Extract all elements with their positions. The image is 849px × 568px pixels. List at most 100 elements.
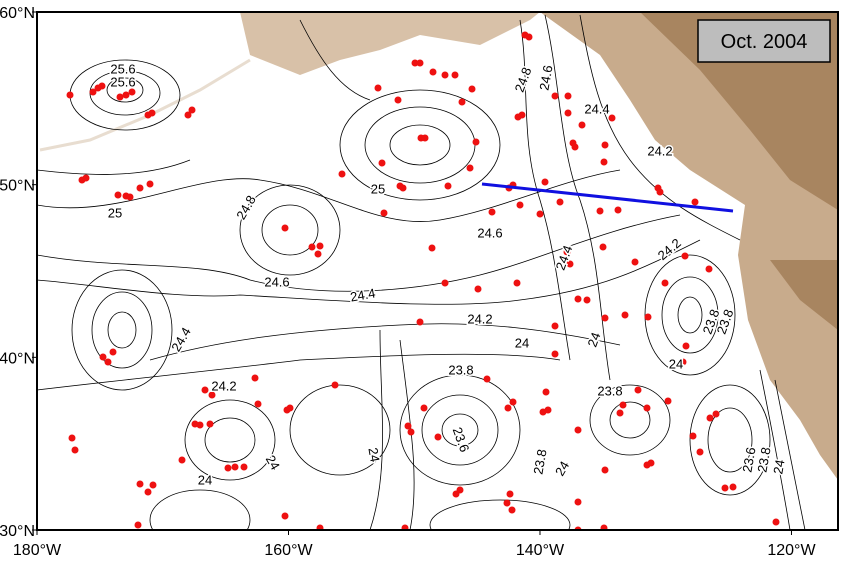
- float-dot: [578, 121, 586, 129]
- float-dot: [380, 209, 388, 217]
- float-dot: [729, 483, 737, 491]
- contour-label: 24.6: [477, 225, 502, 240]
- contour-label: 24.6: [264, 274, 289, 289]
- float-dot: [407, 428, 415, 436]
- float-dot: [681, 252, 689, 260]
- float-dot: [428, 244, 436, 252]
- float-dot: [721, 484, 729, 492]
- float-positions: [66, 31, 780, 530]
- float-dot: [656, 188, 664, 196]
- float-dot: [472, 138, 480, 146]
- float-dot: [116, 93, 124, 101]
- float-dot: [458, 98, 466, 106]
- contour-label: 24: [584, 330, 603, 349]
- float-dot: [104, 358, 112, 366]
- float-dot: [571, 143, 579, 151]
- float-dot: [600, 158, 608, 166]
- float-dot: [451, 71, 459, 79]
- float-dot: [420, 404, 428, 412]
- y-tick-label: 60°N: [0, 5, 35, 22]
- float-dot: [374, 84, 382, 92]
- float-dot: [619, 401, 627, 409]
- float-dot: [66, 91, 74, 99]
- float-dot: [525, 33, 533, 41]
- float-dot: [441, 279, 449, 287]
- contour-label: 25.6: [110, 61, 135, 76]
- contour-label: 24.4: [584, 101, 609, 116]
- float-dot: [556, 198, 564, 206]
- float-dot: [254, 400, 262, 408]
- float-dot: [206, 420, 214, 428]
- float-dot: [71, 446, 79, 454]
- float-dot: [411, 59, 419, 67]
- float-dot: [601, 314, 609, 322]
- float-dot: [621, 311, 629, 319]
- float-dot: [89, 88, 97, 96]
- float-dot: [518, 111, 526, 119]
- float-dot: [509, 398, 517, 406]
- float-dot: [122, 91, 130, 99]
- float-dot: [149, 481, 157, 489]
- float-dot: [331, 381, 339, 389]
- float-dot: [664, 397, 672, 405]
- float-dot: [114, 191, 122, 199]
- float-dot: [109, 348, 117, 356]
- contour-label: 24.2: [647, 143, 672, 158]
- float-dot: [134, 521, 142, 529]
- contour-label: 23.8: [448, 362, 473, 377]
- float-dot: [240, 463, 248, 471]
- float-dot: [224, 464, 232, 472]
- float-dot: [421, 134, 429, 142]
- float-dot: [516, 201, 524, 209]
- float-dot: [378, 159, 386, 167]
- float-dot: [399, 184, 407, 192]
- float-dot: [68, 434, 76, 442]
- float-dot: [483, 375, 491, 383]
- float-dot: [772, 518, 780, 526]
- float-dot: [616, 409, 624, 417]
- x-tick-label: 120°W: [767, 542, 816, 559]
- float-dot: [178, 456, 186, 464]
- float-dot: [184, 111, 192, 119]
- float-dot: [468, 85, 476, 93]
- float-dot: [689, 432, 697, 440]
- float-dot: [281, 224, 289, 232]
- transect-line: [481, 182, 734, 213]
- float-dot: [566, 260, 574, 268]
- float-dot: [574, 498, 582, 506]
- float-dot: [416, 59, 424, 67]
- float-dot: [444, 182, 452, 190]
- float-dot: [647, 459, 655, 467]
- float-dot: [148, 109, 156, 117]
- float-dot: [508, 506, 516, 514]
- axes: 180°W 160°W 140°W 120°W 30°N 40°N 50°N 60°N: [0, 5, 816, 559]
- contour-label: 25: [108, 205, 122, 220]
- float-dot: [429, 68, 437, 76]
- date-label: Oct. 2004: [721, 31, 808, 53]
- float-dot: [513, 279, 521, 287]
- float-dot: [98, 82, 106, 90]
- float-dot: [136, 480, 144, 488]
- float-dot: [601, 466, 609, 474]
- float-dot: [599, 243, 607, 251]
- contour-label: 24: [669, 356, 683, 371]
- float-dot: [196, 421, 204, 429]
- float-dot: [466, 164, 474, 172]
- y-tick-label: 50°N: [0, 178, 35, 195]
- contour-label: 23.8: [754, 446, 773, 474]
- float-dot: [488, 208, 496, 216]
- float-dot: [574, 426, 582, 434]
- y-tick-label: 40°N: [0, 350, 35, 367]
- land-highlands: [640, 12, 838, 330]
- float-dot: [404, 422, 412, 430]
- float-dot: [281, 512, 289, 520]
- contour-label: 23.8: [597, 383, 622, 398]
- contour-label: 23.8: [530, 448, 549, 476]
- float-dot: [416, 318, 424, 326]
- float-dot: [136, 184, 144, 192]
- float-dot: [574, 295, 582, 303]
- contour-label: 24.4: [349, 285, 377, 304]
- float-dot: [564, 109, 572, 117]
